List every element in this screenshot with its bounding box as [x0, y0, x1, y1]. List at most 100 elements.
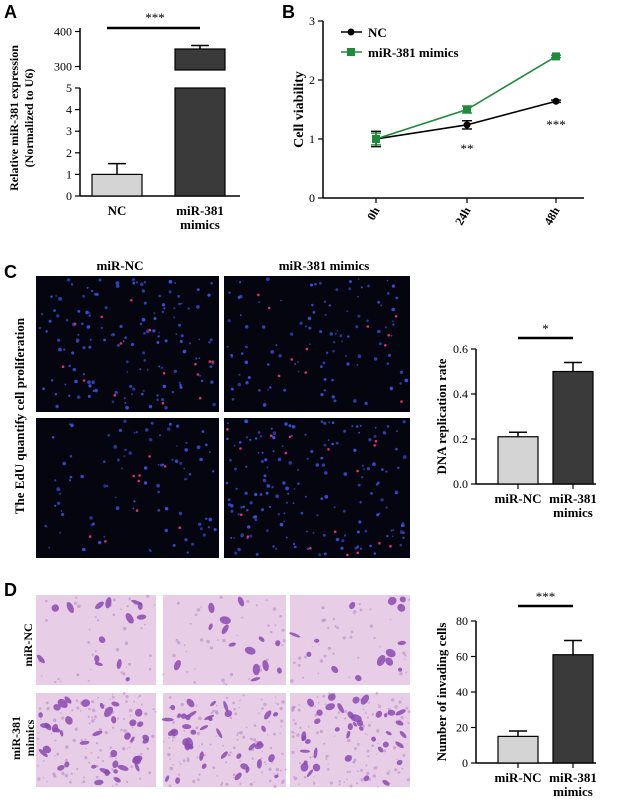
nucleus-dot: [239, 281, 242, 284]
nucleus-dot: [199, 457, 203, 462]
invading-cell: [224, 710, 233, 718]
edu-dot: [327, 448, 330, 451]
nucleus-dot: [227, 503, 232, 507]
nucleus-dot: [68, 364, 71, 368]
pore-dot: [104, 730, 109, 735]
nucleus-dot: [291, 425, 295, 428]
nucleus-dot: [60, 510, 63, 512]
invading-cell: [110, 749, 118, 758]
nucleus-dot: [40, 313, 44, 316]
nucleus-dot: [69, 475, 73, 479]
pore-dot: [131, 726, 134, 729]
invading-cell: [316, 709, 323, 716]
nucleus-dot: [325, 351, 329, 354]
pore-dot: [279, 615, 282, 618]
pore-dot: [95, 764, 99, 768]
nucleus-dot: [254, 437, 258, 440]
nucleus-dot: [368, 438, 372, 442]
edu-dot: [82, 379, 86, 382]
y-tick-label: 0.4: [453, 387, 468, 401]
pore-dot: [177, 641, 181, 645]
pore-dot: [371, 713, 375, 716]
nucleus-dot: [324, 471, 328, 475]
nucleus-dot: [230, 509, 234, 513]
nucleus-dot: [386, 279, 389, 282]
pore-dot: [171, 739, 174, 742]
pore-dot: [327, 646, 332, 650]
nucleus-dot: [255, 552, 259, 556]
y-tick-label: 0: [66, 189, 72, 203]
invading-cell: [268, 754, 275, 763]
nucleus-dot: [377, 329, 381, 334]
nucleus-dot: [110, 334, 113, 336]
nucleus-dot: [76, 340, 79, 343]
nucleus-dot: [179, 385, 183, 389]
nucleus-dot: [237, 382, 242, 387]
pore-dot: [281, 628, 285, 632]
nucleus-dot: [132, 507, 135, 510]
pore-dot: [332, 618, 335, 621]
nucleus-dot: [249, 438, 252, 441]
nucleus-dot: [174, 282, 177, 284]
nucleus-dot: [318, 553, 322, 557]
pore-dot: [225, 782, 229, 787]
nucleus-dot: [146, 369, 149, 371]
nucleus-dot: [183, 467, 185, 470]
nucleus-dot: [139, 322, 143, 326]
pore-dot: [50, 733, 53, 735]
bar-mimics: [552, 654, 594, 764]
nucleus-dot: [287, 492, 290, 495]
nucleus-dot: [351, 425, 354, 428]
nucleus-dot: [208, 341, 211, 344]
pore-dot: [349, 635, 353, 639]
pore-dot: [323, 654, 327, 658]
nucleus-dot: [297, 370, 300, 373]
invading-cell: [395, 709, 406, 716]
nucleus-dot: [342, 509, 346, 513]
pore-dot: [42, 777, 45, 779]
invading-cell: [382, 779, 390, 786]
pore-dot: [201, 743, 204, 746]
edu-dot: [309, 547, 312, 550]
nucleus-dot: [164, 406, 168, 410]
nucleus-dot: [48, 546, 50, 549]
pore-dot: [74, 601, 78, 605]
pore-dot: [255, 604, 258, 607]
invading-cell: [57, 698, 68, 708]
invading-cell: [371, 736, 376, 742]
nucleus-dot: [231, 356, 233, 359]
pore-dot: [333, 735, 335, 737]
pore-dot: [54, 680, 57, 684]
edu-dot: [346, 553, 349, 557]
nucleus-dot: [163, 307, 166, 310]
pore-dot: [299, 726, 302, 730]
nucleus-dot: [266, 466, 269, 469]
y-axis-label: Number of invading cells: [434, 623, 449, 762]
pore-dot: [120, 608, 122, 611]
pore-dot: [346, 778, 348, 781]
pore-dot: [88, 761, 91, 764]
pore-dot: [70, 772, 73, 775]
pore-dot: [383, 749, 387, 753]
pore-dot: [260, 757, 263, 760]
edu-dot: [161, 401, 165, 405]
invading-cell: [344, 755, 352, 762]
pore-dot: [122, 692, 126, 695]
pore-dot: [180, 702, 184, 707]
pore-dot: [72, 738, 76, 743]
invading-cell: [182, 724, 192, 730]
pore-dot: [357, 743, 360, 746]
pore-dot: [239, 760, 241, 762]
nucleus-dot: [226, 437, 229, 441]
invading-cell: [223, 700, 229, 713]
nucleus-dot: [321, 463, 325, 467]
nucleus-dot: [260, 459, 264, 463]
nucleus-dot: [378, 512, 381, 515]
invading-cell: [384, 713, 388, 718]
pore-dot: [356, 782, 359, 785]
pore-dot: [37, 737, 40, 740]
pore-dot: [221, 781, 224, 785]
pore-dot: [189, 622, 192, 625]
nucleus-dot: [322, 361, 326, 365]
invading-cell: [289, 632, 301, 638]
